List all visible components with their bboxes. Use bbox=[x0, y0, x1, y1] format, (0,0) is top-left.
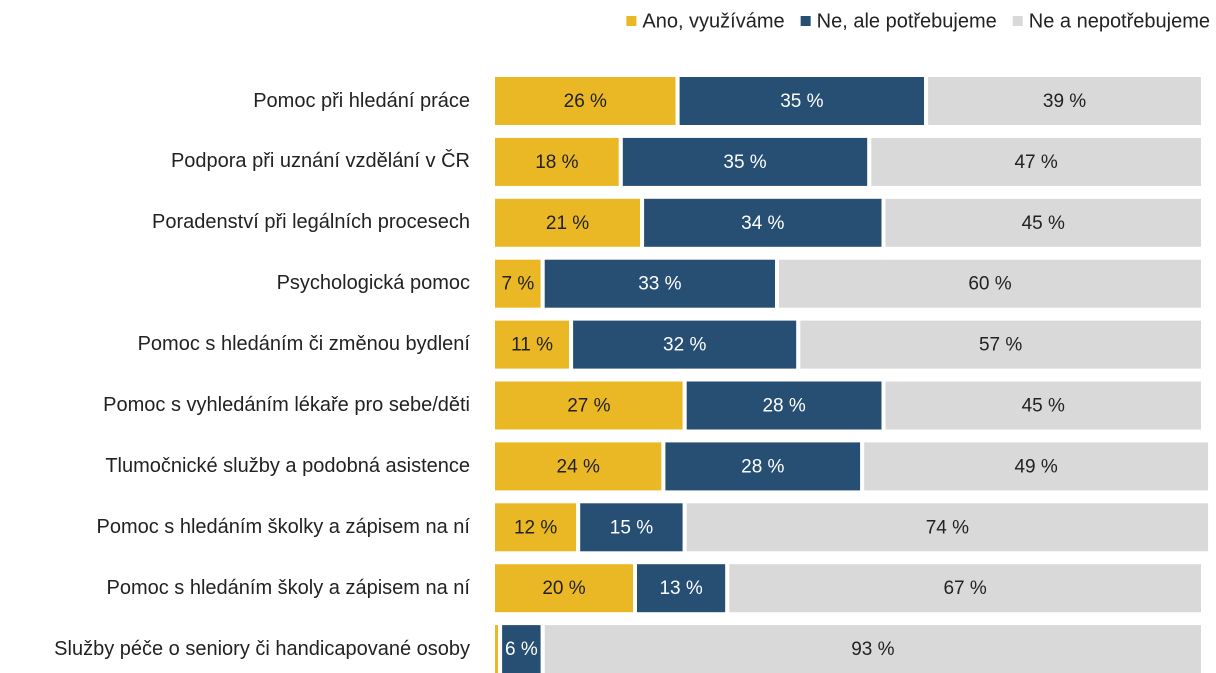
bar-segment bbox=[491, 133, 623, 190]
category-label: Psychologická pomoc bbox=[0, 256, 470, 312]
value-label: 35 % bbox=[780, 91, 823, 112]
bar-segment bbox=[881, 194, 1205, 251]
bar-segment bbox=[633, 560, 730, 617]
category-text: Pomoc s hledáním školky a zápisem na ní bbox=[96, 515, 470, 538]
category-label: Pomoc s hledáním školky a zápisem na ní bbox=[0, 499, 470, 555]
legend-swatch bbox=[1012, 16, 1023, 26]
legend-label: Ne a nepotřebujeme bbox=[1029, 10, 1210, 32]
category-label: Pomoc s hledáním školy a zápisem na ní bbox=[0, 560, 470, 616]
category-text: Pomoc s hledáním školy a zápisem na ní bbox=[106, 576, 470, 599]
value-label: 47 % bbox=[1014, 152, 1057, 173]
category-text: Psychologická pomoc bbox=[276, 272, 470, 295]
bar-segment bbox=[540, 621, 1205, 673]
bar-segment bbox=[491, 73, 680, 129]
bar-segment bbox=[491, 377, 687, 434]
legend-label: Ne, ale potřebujeme bbox=[817, 10, 997, 32]
value-label: 26 % bbox=[564, 91, 607, 112]
value-label: 67 % bbox=[943, 578, 986, 599]
bar-segment bbox=[881, 377, 1205, 434]
bar-segment bbox=[640, 194, 886, 251]
value-label: 24 % bbox=[557, 456, 600, 477]
bar-segment bbox=[491, 316, 574, 373]
bar-segment bbox=[924, 73, 1205, 129]
bar-segment bbox=[796, 316, 1205, 373]
legend-swatch bbox=[626, 16, 637, 26]
category-label: Tlumočnické služby a podobná asistence bbox=[0, 438, 470, 494]
value-label: 6 % bbox=[505, 639, 538, 660]
category-label: Pomoc s vyhledáním lékaře pro sebe/děti bbox=[0, 378, 470, 434]
bar-segment bbox=[682, 499, 1213, 556]
value-label: 28 % bbox=[741, 456, 784, 477]
value-label: 20 % bbox=[542, 578, 585, 599]
value-label: 13 % bbox=[659, 578, 702, 599]
bar-segment bbox=[867, 133, 1205, 190]
bar-segment bbox=[491, 194, 645, 251]
value-label: 15 % bbox=[610, 517, 653, 538]
value-label: 57 % bbox=[979, 335, 1022, 356]
value-label: 27 % bbox=[567, 396, 610, 417]
value-label: 33 % bbox=[638, 274, 681, 295]
bar-segment bbox=[540, 255, 780, 312]
bar-segment bbox=[725, 560, 1205, 617]
category-label: Poradenství při legálních procesech bbox=[0, 195, 470, 251]
value-label: 45 % bbox=[1022, 396, 1065, 417]
value-label: 7 % bbox=[501, 274, 534, 295]
value-label: 39 % bbox=[1043, 91, 1086, 112]
value-label: 35 % bbox=[723, 152, 766, 173]
category-label: Pomoc s hledáním či změnou bydlení bbox=[0, 317, 470, 373]
value-label: 45 % bbox=[1022, 213, 1065, 234]
bar-segment bbox=[491, 255, 545, 312]
legend-swatch bbox=[800, 16, 811, 26]
legend-label: Ano, využíváme bbox=[642, 10, 784, 32]
category-text: Podpora při uznání vzdělání v ČR bbox=[170, 150, 470, 173]
bar-segment bbox=[491, 438, 666, 495]
value-label: 74 % bbox=[926, 517, 969, 538]
value-label: 12 % bbox=[514, 517, 557, 538]
category-label: Služby péče o seniory či handicapované o… bbox=[0, 621, 470, 673]
bar-segment bbox=[576, 499, 687, 556]
value-label: 21 % bbox=[546, 213, 589, 234]
value-label: 34 % bbox=[741, 213, 784, 234]
category-text: Služby péče o seniory či handicapované o… bbox=[54, 637, 470, 660]
bar-segment bbox=[491, 499, 581, 556]
category-text: Tlumočnické služby a podobná asistence bbox=[105, 454, 470, 477]
value-label: 18 % bbox=[535, 152, 578, 173]
category-text: Poradenství při legálních procesech bbox=[152, 211, 470, 234]
category-text: Pomoc s vyhledáním lékaře pro sebe/děti bbox=[103, 394, 470, 416]
category-text: Pomoc při hledání práce bbox=[253, 89, 470, 112]
value-label: 60 % bbox=[968, 274, 1011, 295]
bar-segment bbox=[860, 438, 1213, 495]
bar-segment bbox=[491, 560, 637, 617]
bar-segment bbox=[682, 377, 886, 434]
value-label: 32 % bbox=[663, 335, 706, 356]
category-label: Podpora při uznání vzdělání v ČR bbox=[0, 134, 470, 190]
value-label: 11 % bbox=[511, 335, 553, 356]
value-label: 93 % bbox=[851, 639, 894, 660]
category-label: Pomoc při hledání práce bbox=[0, 73, 470, 129]
bar-segment bbox=[775, 255, 1205, 312]
value-label: 28 % bbox=[762, 396, 805, 417]
category-text: Pomoc s hledáním či změnou bydlení bbox=[137, 333, 470, 356]
bar-segment bbox=[675, 73, 929, 129]
value-label: 49 % bbox=[1014, 456, 1057, 477]
